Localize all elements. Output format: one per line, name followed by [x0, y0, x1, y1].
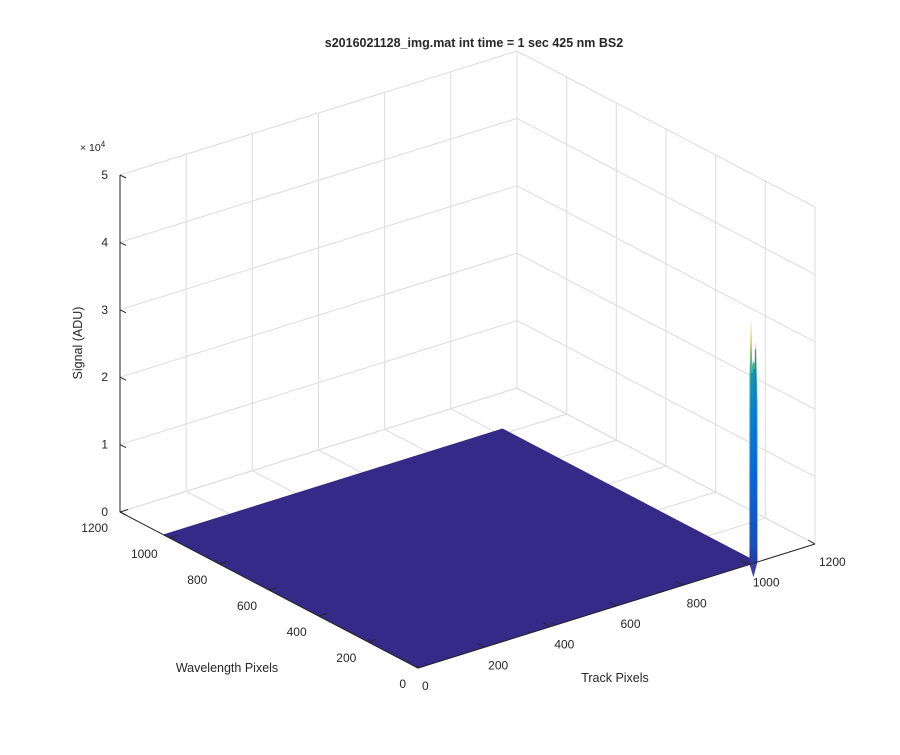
z-exponent-base: × 10: [80, 142, 101, 154]
tick-labels: 0200400600800100012000200400600800100012…: [81, 168, 846, 693]
x-tick-label: 400: [554, 638, 574, 652]
gridline-wall-z-right: [516, 185, 816, 343]
chart-title: s2016021128_img.mat int time = 1 sec 425…: [325, 36, 623, 50]
z-tick-mark: [119, 241, 127, 246]
y-tick-mark: [318, 613, 327, 617]
y-tick-mark: [169, 535, 178, 539]
x-tick-label: 800: [687, 596, 707, 610]
y-tick-label: 600: [237, 599, 257, 613]
y-tick-mark: [368, 639, 377, 643]
z-tick-label: 4: [101, 235, 108, 249]
y-tick-label: 400: [287, 625, 307, 639]
x-tick-label: 0: [422, 679, 429, 693]
gridline-wall-z-left: [119, 50, 518, 176]
y-tick-label: 1200: [81, 521, 108, 535]
x-tick-label: 1000: [753, 576, 780, 590]
z-tick-label: 5: [101, 168, 108, 182]
x-tick-mark: [675, 580, 683, 586]
z-tick-label: 2: [101, 370, 108, 384]
y-tick-label: 1000: [131, 547, 158, 561]
y-axis-label: Wavelength Pixels: [176, 661, 278, 675]
gridline-wall-z-right: [516, 117, 816, 275]
axes: [119, 174, 816, 669]
x-axis-label: Track Pixels: [581, 671, 649, 685]
y-tick-mark: [417, 665, 427, 669]
x-tick-mark: [741, 560, 750, 566]
x-tick-mark: [807, 539, 816, 545]
z-tick-mark: [119, 511, 127, 516]
z-tick-mark: [119, 309, 127, 314]
z-tick-mark: [119, 174, 127, 179]
signal-peak-base: [749, 561, 758, 578]
x-tick-mark: [476, 642, 485, 648]
x-tick-mark: [410, 663, 419, 669]
y-tick-label: 200: [336, 651, 356, 665]
gridline-wall-z-left: [119, 185, 518, 311]
gridline-wall-z-right: [516, 320, 816, 478]
x-tick-mark: [543, 622, 551, 628]
z-tick-mark: [119, 376, 127, 381]
y-tick-label: 0: [399, 677, 406, 691]
z-tick-label: 3: [101, 303, 108, 317]
gridline-wall-z-left: [119, 387, 518, 513]
z-tick-label: 1: [101, 438, 108, 452]
x-tick-mark: [609, 601, 617, 607]
gridline-wall-z-left: [119, 320, 518, 446]
y-tick-mark: [119, 509, 129, 513]
gridline-wall-z-right: [516, 252, 816, 410]
gridline-wall-z-right: [516, 387, 816, 545]
z-exponent-label: × 104: [80, 140, 106, 154]
y-tick-mark: [268, 587, 278, 591]
z-axis-label: Signal (ADU): [71, 307, 85, 380]
z-tick-label: 0: [101, 505, 108, 519]
z-exponent-power: 4: [101, 140, 106, 149]
gridline-wall-z-left: [119, 252, 518, 378]
y-tick-label: 800: [187, 573, 207, 587]
x-tick-label: 600: [621, 617, 641, 631]
gridline-wall-z-left: [119, 117, 518, 243]
gridline-wall-z-right: [516, 50, 816, 208]
z-tick-mark: [119, 444, 127, 449]
x-tick-label: 1200: [819, 555, 846, 569]
y-tick-mark: [219, 561, 228, 565]
x-tick-label: 200: [488, 658, 508, 672]
